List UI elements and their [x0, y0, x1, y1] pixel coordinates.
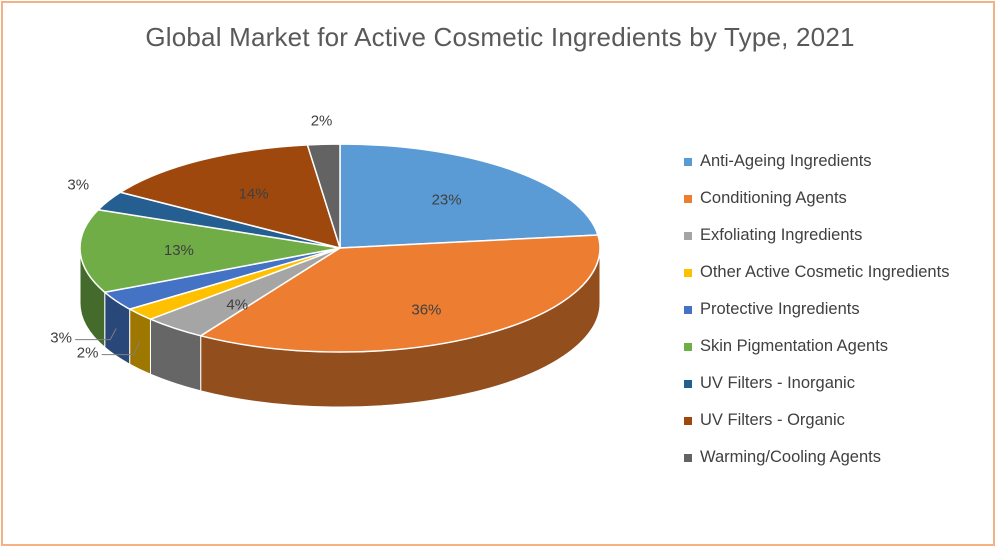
data-label: 2% [311, 113, 333, 130]
data-label: 3% [67, 177, 89, 194]
legend-item: Anti-Ageing Ingredients [684, 143, 949, 180]
pie-slice [339, 143, 599, 249]
legend-swatch [684, 231, 692, 240]
data-label: 3% [50, 330, 72, 347]
data-label: 13% [164, 242, 194, 259]
leader-lines-layer [75, 328, 141, 356]
legend-label: Protective Ingredients [700, 300, 860, 318]
legend-label: UV Filters - Organic [700, 411, 845, 429]
legend-swatch [684, 379, 692, 388]
legend-item: UV Filters - Inorganic [684, 365, 949, 402]
pie-slice-side [129, 308, 151, 375]
chart-title: Global Market for Active Cosmetic Ingred… [145, 22, 855, 52]
pie-slice [199, 234, 601, 353]
legend-item: Protective Ingredients [684, 291, 949, 328]
pie-slice [306, 143, 341, 249]
legend-item: Exfoliating Ingredients [684, 217, 949, 254]
leader-line [101, 341, 141, 356]
legend-label: Other Active Cosmetic Ingredients [700, 263, 950, 281]
legend-swatch [684, 416, 692, 425]
legend-swatch [684, 157, 692, 166]
data-label: 36% [411, 301, 441, 318]
legend-item: Skin Pigmentation Agents [684, 328, 949, 365]
legend-item: UV Filters - Organic [684, 402, 949, 439]
pie-depth-layer [79, 247, 601, 408]
legend-label: Anti-Ageing Ingredients [700, 152, 872, 170]
legend-item: Conditioning Agents [684, 180, 949, 217]
legend-swatch [684, 268, 692, 277]
legend-swatch [684, 305, 692, 314]
legend-label: Conditioning Agents [700, 189, 847, 207]
data-label: 23% [432, 192, 462, 209]
legend-swatch [684, 453, 692, 462]
chart-legend: Anti-Ageing Ingredients Conditioning Age… [684, 143, 949, 476]
data-label: 2% [77, 345, 99, 362]
leader-line [75, 328, 117, 341]
legend-label: Exfoliating Ingredients [700, 226, 863, 244]
legend-item: Other Active Cosmetic Ingredients [684, 254, 949, 291]
pie-slice [119, 144, 341, 249]
legend-swatch [684, 194, 692, 203]
data-labels-layer: 23% 36% 4% 2% 3% 13% 3% 14% 2% [50, 113, 461, 362]
legend-label: UV Filters - Inorganic [700, 374, 855, 392]
pie-slice [79, 208, 341, 294]
pie-slices-layer [79, 143, 601, 353]
legend-label: Warming/Cooling Agents [700, 448, 881, 466]
legend-label: Skin Pigmentation Agents [700, 337, 889, 355]
data-label: 14% [239, 186, 269, 203]
data-label: 4% [226, 297, 248, 314]
legend-swatch [684, 342, 692, 351]
legend-item: Warming/Cooling Agents [684, 439, 949, 476]
